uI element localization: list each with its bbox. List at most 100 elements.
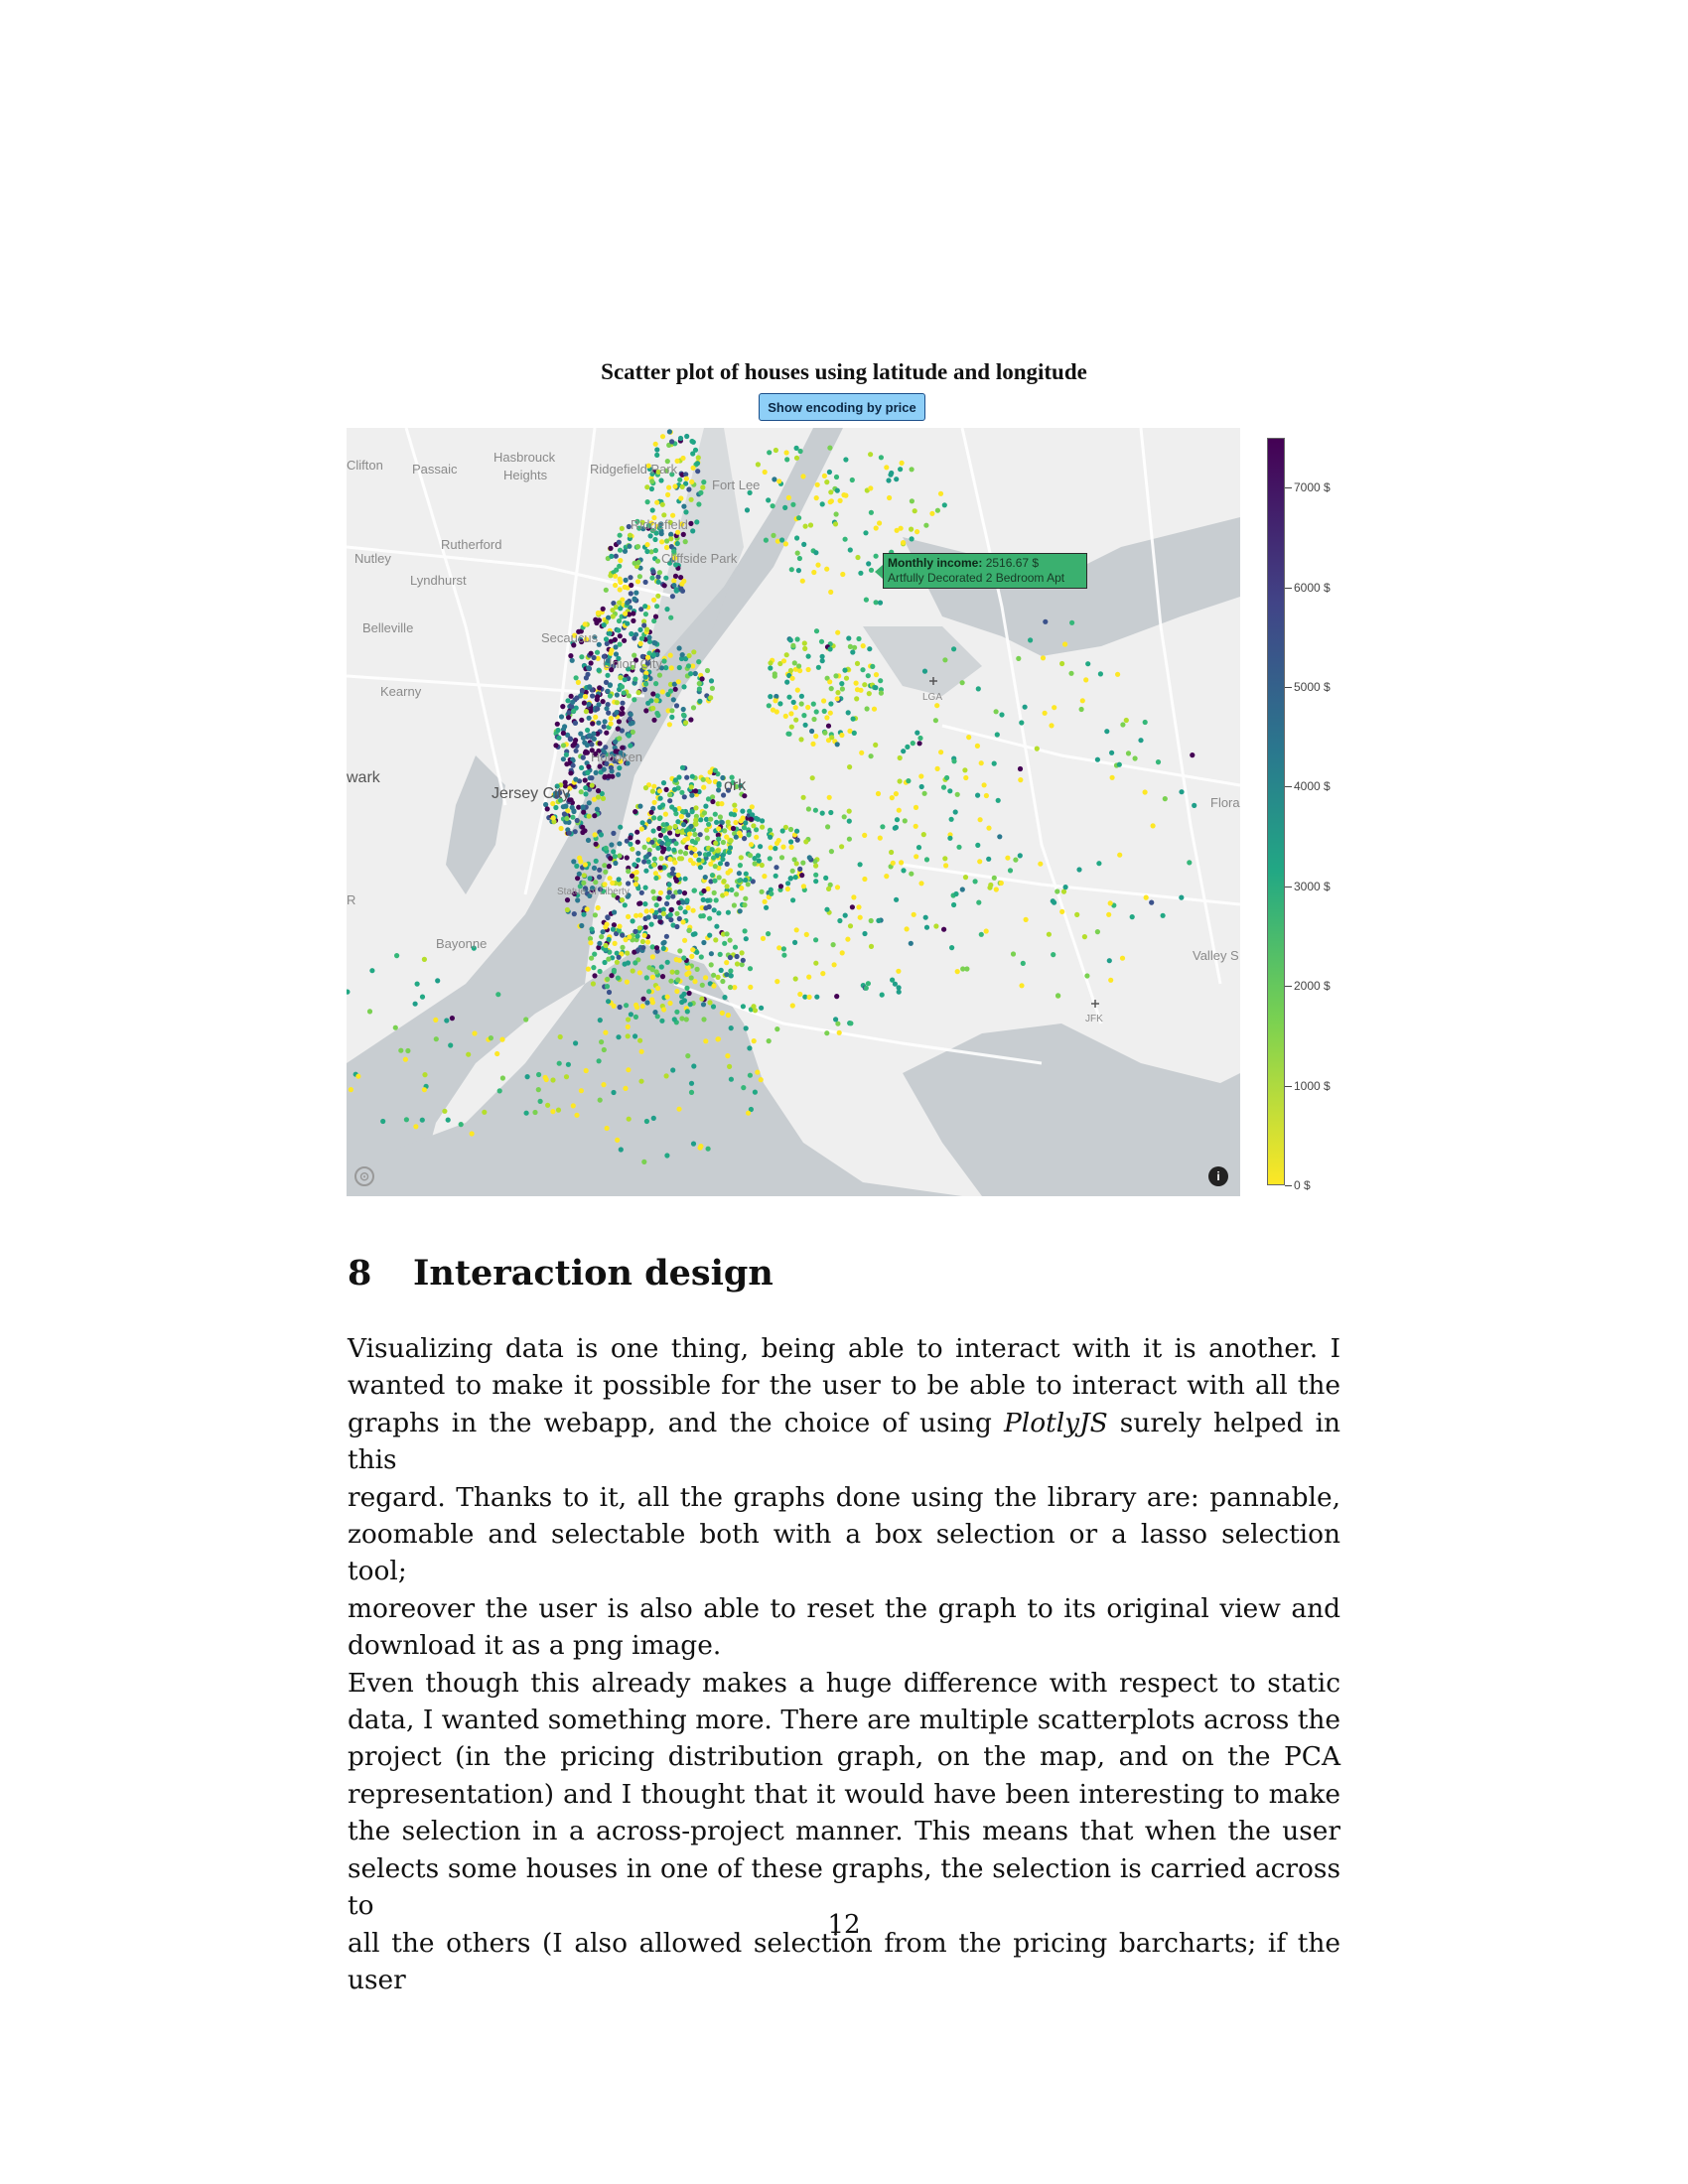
house-point[interactable] xyxy=(847,728,853,734)
house-point[interactable] xyxy=(603,942,609,949)
house-point[interactable] xyxy=(696,686,702,692)
house-point[interactable] xyxy=(1043,618,1049,624)
house-point[interactable] xyxy=(640,996,646,1002)
house-point[interactable] xyxy=(752,856,758,862)
house-point[interactable] xyxy=(701,1017,707,1023)
house-point[interactable] xyxy=(669,708,675,714)
house-point[interactable] xyxy=(677,888,683,894)
house-point[interactable] xyxy=(696,857,702,863)
house-point[interactable] xyxy=(652,441,658,447)
house-point[interactable] xyxy=(611,1089,617,1096)
house-point[interactable] xyxy=(802,645,808,651)
house-point[interactable] xyxy=(667,830,673,836)
house-point[interactable] xyxy=(554,783,560,789)
house-point[interactable] xyxy=(733,819,739,826)
house-point[interactable] xyxy=(595,655,601,661)
house-point[interactable] xyxy=(999,712,1005,718)
house-point[interactable] xyxy=(628,841,633,847)
house-point[interactable] xyxy=(664,459,670,465)
house-point[interactable] xyxy=(712,811,718,817)
house-point[interactable] xyxy=(821,473,827,478)
house-point[interactable] xyxy=(639,519,645,525)
house-point[interactable] xyxy=(641,859,647,865)
house-point[interactable] xyxy=(688,520,694,526)
house-point[interactable] xyxy=(898,467,904,473)
house-point[interactable] xyxy=(772,673,777,679)
house-point[interactable] xyxy=(708,816,714,822)
house-point[interactable] xyxy=(600,699,606,705)
house-point[interactable] xyxy=(856,635,862,642)
house-point[interactable] xyxy=(679,1016,685,1022)
house-point[interactable] xyxy=(659,539,665,545)
house-point[interactable] xyxy=(708,695,714,701)
house-point[interactable] xyxy=(890,977,896,983)
house-point[interactable] xyxy=(679,808,685,815)
house-point[interactable] xyxy=(680,829,686,835)
house-point[interactable] xyxy=(644,1000,650,1006)
house-point[interactable] xyxy=(795,568,801,574)
house-point[interactable] xyxy=(793,445,799,451)
house-point[interactable] xyxy=(553,804,559,811)
house-point[interactable] xyxy=(692,670,698,677)
house-point[interactable] xyxy=(672,686,678,692)
house-point[interactable] xyxy=(635,947,641,953)
house-point[interactable] xyxy=(585,837,592,843)
house-point[interactable] xyxy=(1055,993,1061,999)
house-point[interactable] xyxy=(724,972,730,978)
house-point[interactable] xyxy=(916,741,922,747)
house-point[interactable] xyxy=(597,1097,603,1103)
house-point[interactable] xyxy=(651,514,657,521)
house-point[interactable] xyxy=(668,614,674,620)
house-point[interactable] xyxy=(803,839,809,845)
house-point[interactable] xyxy=(805,806,811,812)
house-point[interactable] xyxy=(862,682,868,688)
house-point[interactable] xyxy=(736,871,742,877)
house-point[interactable] xyxy=(923,857,930,863)
house-point[interactable] xyxy=(666,442,672,448)
house-point[interactable] xyxy=(842,912,848,918)
house-point[interactable] xyxy=(1059,660,1065,667)
house-point[interactable] xyxy=(591,731,597,737)
house-point[interactable] xyxy=(712,878,718,884)
house-point[interactable] xyxy=(947,788,953,794)
house-point[interactable] xyxy=(472,1030,478,1036)
house-point[interactable] xyxy=(650,805,656,811)
house-point[interactable] xyxy=(690,663,696,669)
house-point[interactable] xyxy=(674,988,680,995)
house-point[interactable] xyxy=(683,720,689,726)
house-point[interactable] xyxy=(664,607,670,613)
house-point[interactable] xyxy=(717,861,724,867)
house-point[interactable] xyxy=(782,541,788,547)
house-point[interactable] xyxy=(574,695,580,701)
house-point[interactable] xyxy=(592,634,598,640)
house-point[interactable] xyxy=(596,944,602,951)
house-point[interactable] xyxy=(857,914,863,920)
house-point[interactable] xyxy=(649,471,655,477)
house-point[interactable] xyxy=(574,863,580,869)
house-point[interactable] xyxy=(592,912,598,918)
house-point[interactable] xyxy=(690,705,697,711)
house-point[interactable] xyxy=(589,926,595,932)
house-point[interactable] xyxy=(613,860,619,867)
house-point[interactable] xyxy=(624,979,630,985)
house-point[interactable] xyxy=(800,884,806,889)
house-point[interactable] xyxy=(595,706,601,712)
house-point[interactable] xyxy=(873,685,879,691)
house-point[interactable] xyxy=(758,844,764,850)
house-point[interactable] xyxy=(744,507,751,513)
house-point[interactable] xyxy=(707,769,713,775)
house-point[interactable] xyxy=(650,828,656,834)
house-point[interactable] xyxy=(842,667,848,673)
house-point[interactable] xyxy=(709,847,715,853)
house-point[interactable] xyxy=(1096,861,1102,867)
house-point[interactable] xyxy=(865,981,872,987)
house-point[interactable] xyxy=(660,910,666,916)
house-point[interactable] xyxy=(604,730,610,736)
house-point[interactable] xyxy=(560,730,566,737)
house-point[interactable] xyxy=(672,555,678,561)
house-point[interactable] xyxy=(921,668,928,674)
house-point[interactable] xyxy=(617,600,623,606)
house-point[interactable] xyxy=(1020,960,1026,967)
house-point[interactable] xyxy=(602,719,608,725)
house-point[interactable] xyxy=(630,729,635,735)
